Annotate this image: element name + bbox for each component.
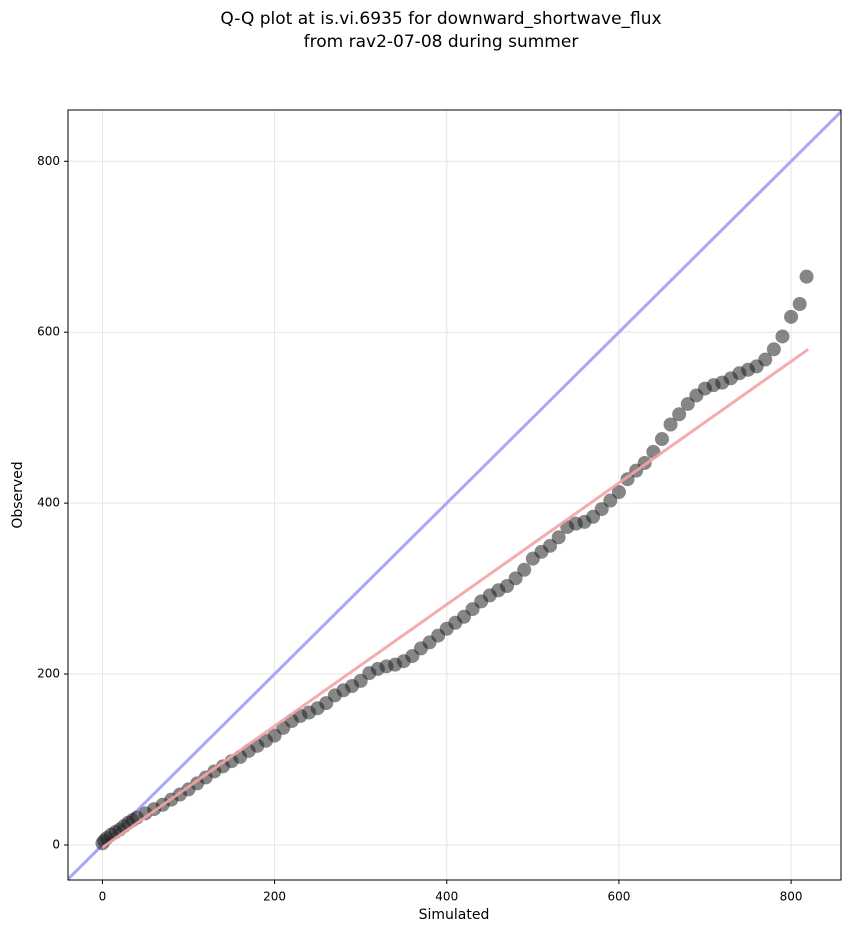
point — [784, 309, 799, 324]
point — [792, 296, 807, 311]
point — [551, 530, 566, 545]
point — [508, 571, 523, 586]
x-tick-label: 0 — [99, 890, 107, 904]
x-tick-label: 400 — [435, 890, 458, 904]
point — [654, 432, 669, 447]
plot-frame — [67, 109, 842, 881]
chart-title: Q-Q plot at is.vi.6935 for downward_shor… — [220, 9, 661, 29]
y-tick-label: 600 — [37, 325, 60, 339]
point — [758, 352, 773, 367]
x-tick-label: 600 — [607, 890, 630, 904]
point — [766, 342, 781, 357]
y-axis-label: Observed — [10, 461, 26, 528]
point — [799, 269, 814, 284]
point — [517, 562, 532, 577]
y-tick-label: 800 — [37, 154, 60, 168]
point — [680, 396, 695, 411]
point — [603, 493, 618, 508]
y-tick-label: 200 — [37, 667, 60, 681]
plot-area — [68, 110, 841, 880]
identity-line — [68, 110, 841, 880]
point — [663, 417, 678, 432]
point — [543, 538, 558, 553]
fit-line — [101, 348, 810, 849]
y-tick-label: 400 — [37, 496, 60, 510]
point — [672, 407, 687, 422]
y-tick-label: 0 — [52, 837, 60, 851]
point — [775, 329, 790, 344]
x-tick-label: 200 — [263, 890, 286, 904]
point — [594, 502, 609, 517]
chart-title: from rav2-07-08 during summer — [304, 32, 579, 52]
x-tick-label: 800 — [780, 890, 803, 904]
x-axis-label: Simulated — [419, 907, 490, 923]
point — [611, 485, 626, 500]
